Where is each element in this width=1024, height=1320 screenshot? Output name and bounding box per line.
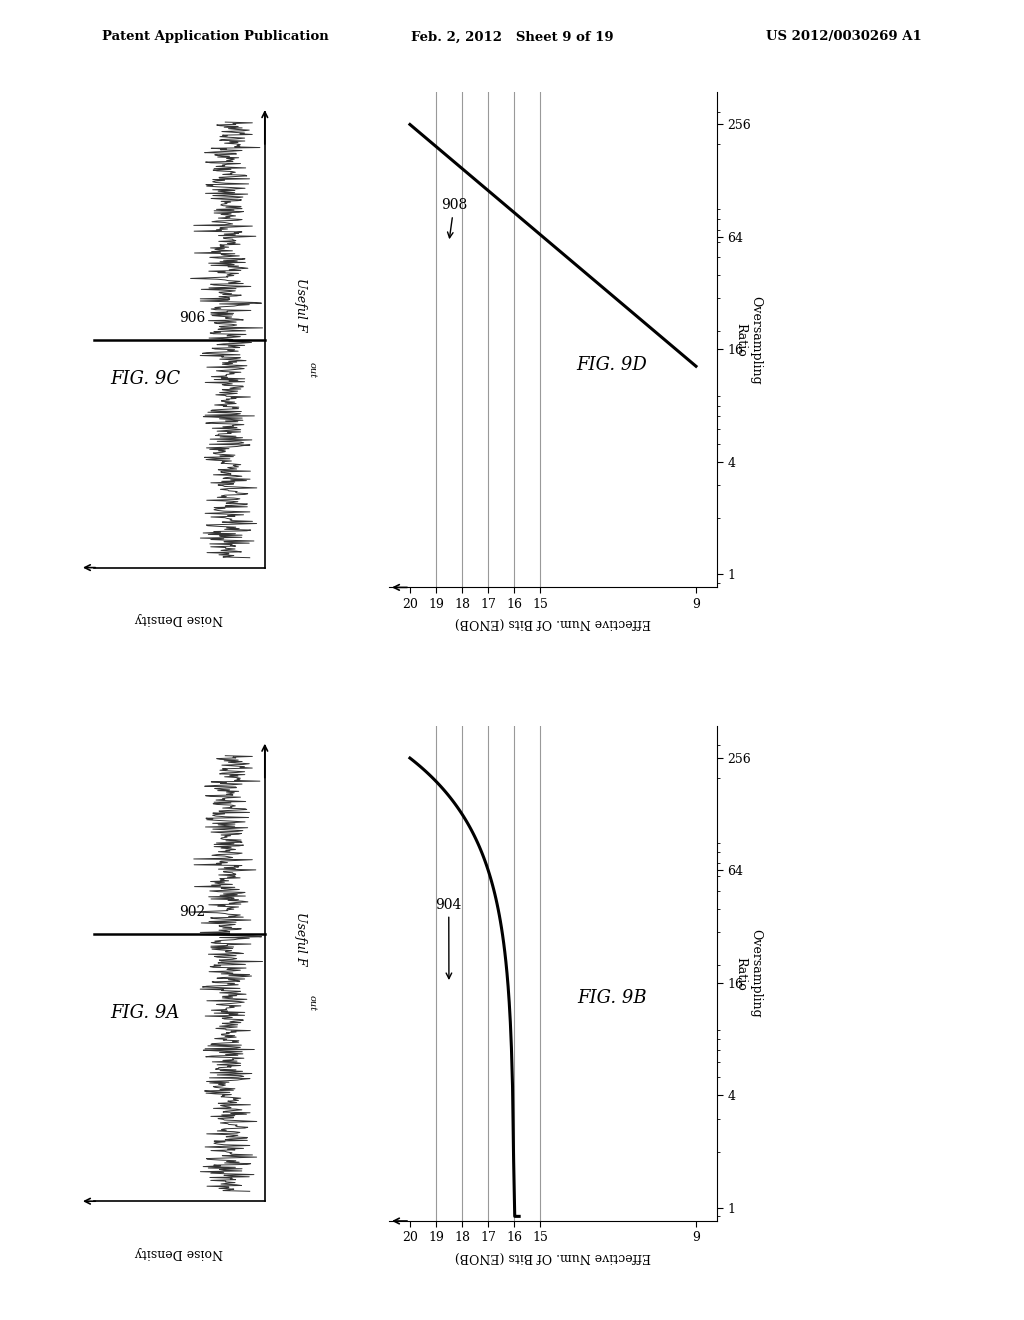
Text: out: out [307,995,316,1011]
Text: FIG. 9C: FIG. 9C [111,371,180,388]
X-axis label: Effective Num. Of Bits (ENOB): Effective Num. Of Bits (ENOB) [455,616,651,630]
Text: 904: 904 [435,898,462,978]
Text: US 2012/0030269 A1: US 2012/0030269 A1 [766,30,922,44]
Text: out: out [307,362,316,378]
Text: 908: 908 [441,198,467,238]
Text: Noise Density: Noise Density [135,1246,223,1259]
Text: Useful F: Useful F [294,279,307,333]
Text: FIG. 9A: FIG. 9A [111,1005,180,1022]
Text: FIG. 9D: FIG. 9D [577,355,647,374]
Text: Feb. 2, 2012   Sheet 9 of 19: Feb. 2, 2012 Sheet 9 of 19 [411,30,613,44]
Y-axis label: Oversampling
Ratio: Oversampling Ratio [734,296,762,384]
Text: 902: 902 [179,906,206,919]
Text: 906: 906 [179,312,206,325]
Text: Noise Density: Noise Density [135,612,223,626]
Text: FIG. 9B: FIG. 9B [578,989,647,1007]
Text: Patent Application Publication: Patent Application Publication [102,30,329,44]
Y-axis label: Oversampling
Ratio: Oversampling Ratio [734,929,762,1018]
X-axis label: Effective Num. Of Bits (ENOB): Effective Num. Of Bits (ENOB) [455,1250,651,1263]
Text: Useful F: Useful F [294,912,307,966]
